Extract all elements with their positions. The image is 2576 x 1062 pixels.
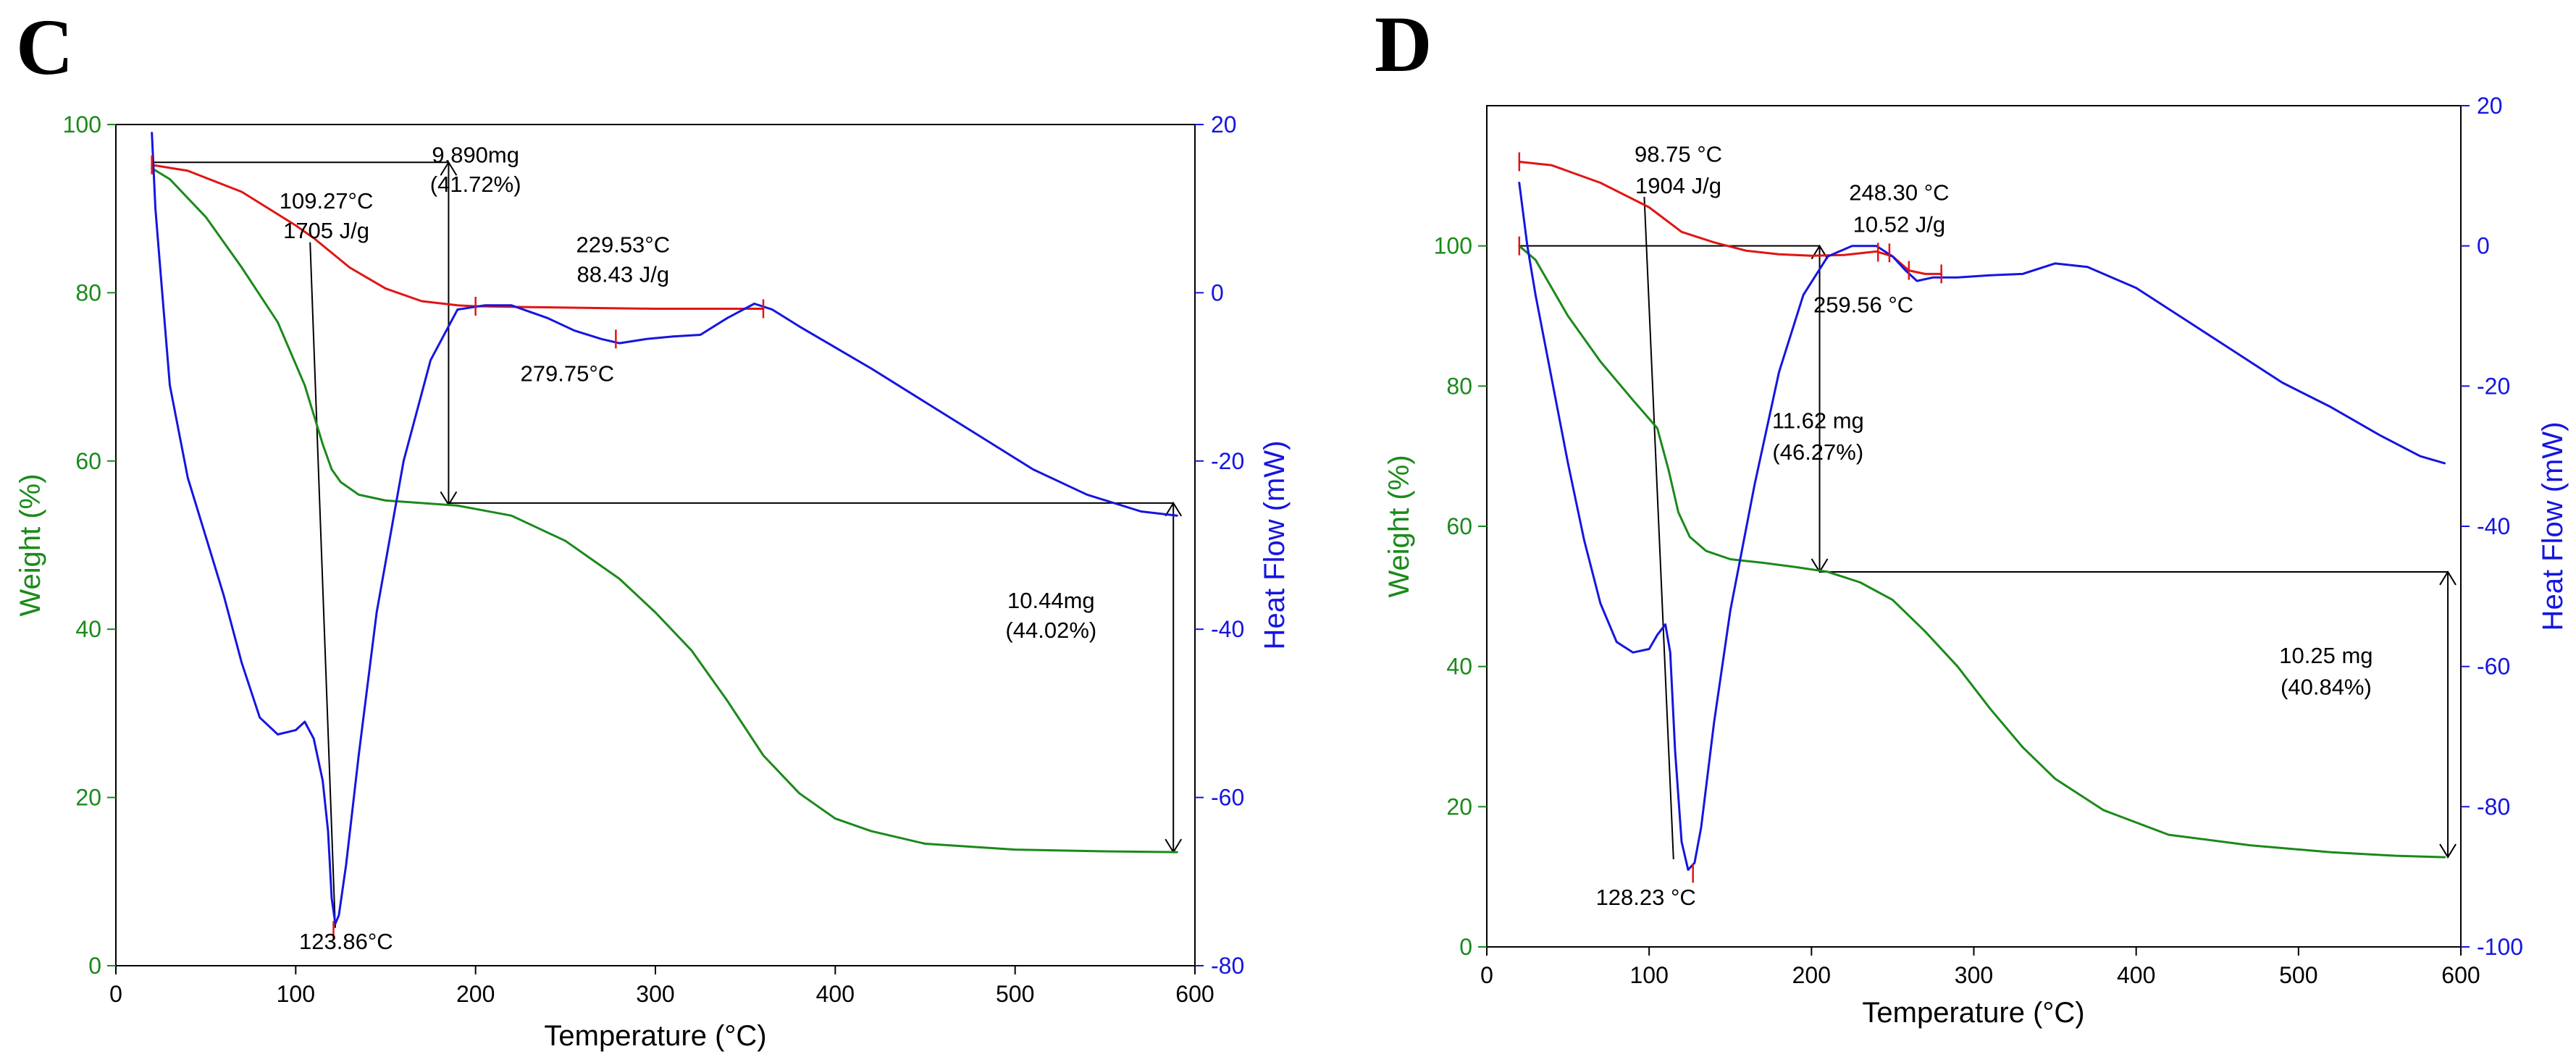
y-tick-label: 0 [1459, 934, 1472, 960]
y2-tick-label: -60 [1211, 785, 1244, 811]
y2-tick-label: 0 [1211, 279, 1224, 305]
y-tick-label: 60 [75, 448, 101, 474]
y-tick-label: 80 [75, 279, 101, 305]
annotation-label: 123.86°C [299, 929, 393, 954]
x-axis-label: Temperature (°C) [1862, 997, 2084, 1029]
x-tick-label: 100 [277, 981, 315, 1007]
x-tick-label: 0 [109, 981, 122, 1007]
y2-tick-label: -60 [2477, 654, 2510, 680]
annotation-label: 98.75 °C [1635, 141, 1722, 167]
y-tick-label: 60 [1446, 513, 1472, 539]
annotation-label: (40.84%) [2281, 674, 2372, 699]
series-heat-flow [1518, 182, 2446, 871]
x-tick-label: 300 [1955, 962, 1993, 988]
y2-tick-label: -80 [2477, 793, 2510, 819]
annotation-label: 10.44mg [1007, 588, 1095, 613]
x-tick-label: 100 [1629, 962, 1668, 988]
y-tick-label: 80 [1446, 373, 1472, 399]
series-weight [1518, 245, 2446, 859]
y-tick-label: 40 [75, 616, 101, 642]
arrow-head [2439, 570, 2457, 586]
panel-label: C [16, 3, 73, 91]
annotation-label: 88.43 J/g [577, 261, 670, 287]
y2-axis-label: Heat Flow (mW) [1259, 441, 1291, 650]
x-tick-label: 600 [2441, 962, 2480, 988]
annotation-label: 10.52 J/g [1853, 211, 1946, 237]
annotation-label: 9.890mg [432, 142, 519, 167]
y-tick-label: 20 [1446, 793, 1472, 819]
x-tick-label: 500 [996, 981, 1034, 1007]
y2-tick-label: -40 [1211, 616, 1244, 642]
panel-d: D 98.75 °C 1904 J/g 248.30 °C 10.52 J/g 259.… [1375, 0, 2569, 1029]
series-derivative-weight [151, 164, 765, 310]
arrow-head [440, 161, 458, 176]
y2-tick-label: -40 [2477, 513, 2510, 539]
annotation-label: 259.56 °C [1813, 292, 1913, 318]
x-tick-label: 300 [636, 981, 674, 1007]
x-tick-label: 200 [456, 981, 495, 1007]
y2-tick-label: 20 [1211, 111, 1237, 138]
annotation-label: 128.23 °C [1596, 885, 1696, 910]
annotation-label: 248.30 °C [1849, 180, 1949, 206]
annotation-label: (44.02%) [1005, 618, 1096, 643]
annotation-label: 11.62 mg [1772, 408, 1864, 433]
y2-tick-label: -20 [1211, 448, 1244, 474]
annotation-label: (46.27%) [1772, 439, 1863, 465]
x-tick-label: 400 [2117, 962, 2155, 988]
guide-line [309, 242, 336, 928]
plot-content: 98.75 °C 1904 J/g 248.30 °C 10.52 J/g 259.56… [1518, 141, 2457, 910]
y2-tick-label: 20 [2477, 93, 2503, 119]
series-heat-flow [151, 132, 1178, 925]
plot-content: 9.890mg (41.72%) 109.27°C 1705 J/g 229.53°C 8… [151, 132, 1183, 954]
y2-axis-label: Heat Flow (mW) [2537, 422, 2569, 631]
annotation-label: (41.72%) [430, 172, 521, 197]
arrow-head [1165, 501, 1183, 517]
y-axis-label: Weight (%) [1383, 455, 1415, 597]
annotation-label: 109.27°C [280, 188, 374, 214]
panel-label: D [1375, 0, 1432, 88]
arrow-head [1811, 558, 1829, 573]
x-tick-label: 500 [2279, 962, 2317, 988]
y2-tick-label: -100 [2477, 934, 2523, 960]
x-tick-label: 600 [1175, 981, 1214, 1007]
y-tick-label: 20 [75, 785, 101, 811]
panel-c: C 9.890mg (41.72%) 109.27°C 1705 J/g 229.53°… [14, 3, 1291, 1052]
ticks: 0 100 200 300 400 500 600020406080100-100-80-6… [1434, 93, 2523, 988]
y-tick-label: 0 [88, 953, 101, 979]
annotation-label: 1904 J/g [1635, 173, 1721, 198]
ticks: 0 100 200 300 400 500 600020406080100-80-60-40… [63, 111, 1245, 1007]
series-derivative-weight [1518, 161, 1943, 275]
y-axis-label: Weight (%) [14, 473, 46, 616]
series-weight [151, 167, 1178, 854]
arrow-head [2439, 843, 2457, 859]
x-tick-label: 200 [1792, 962, 1831, 988]
y-tick-label: 100 [63, 111, 101, 138]
x-tick-label: 0 [1480, 962, 1493, 988]
annotation-label: 10.25 mg [2279, 643, 2372, 668]
annotation-label: 229.53°C [576, 232, 670, 258]
y2-tick-label: 0 [2477, 233, 2490, 259]
x-axis-label: Temperature (°C) [544, 1020, 766, 1052]
annotation-label: 1705 J/g [283, 218, 369, 243]
annotation-label: 279.75°C [521, 361, 615, 386]
y2-tick-label: -80 [1211, 953, 1244, 979]
guide-line [1643, 196, 1674, 860]
y2-tick-label: -20 [2477, 373, 2510, 399]
x-tick-label: 400 [816, 981, 855, 1007]
y-tick-label: 40 [1446, 654, 1472, 680]
y-tick-label: 100 [1434, 233, 1472, 259]
